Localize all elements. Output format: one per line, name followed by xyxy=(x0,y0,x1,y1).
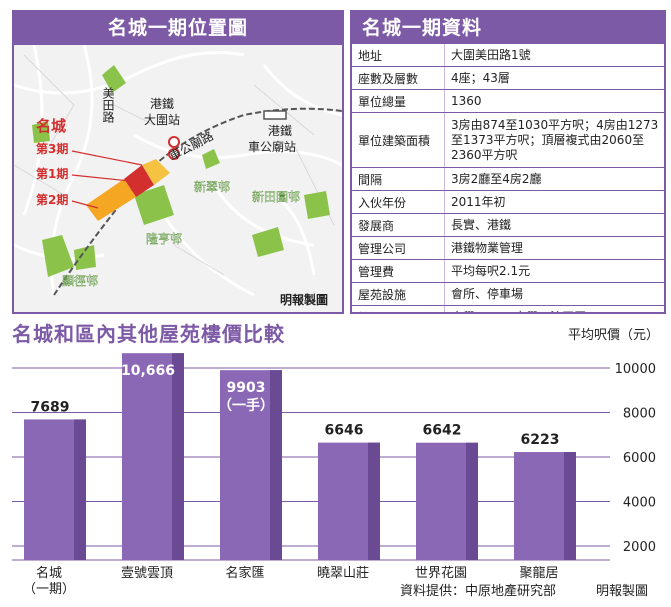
info-table: 地址 大圍美田路1號座數及層數 4座；43層單位總量 1360 單位建築面積 3房由874… xyxy=(352,44,664,313)
y-tick-label: 6000 xyxy=(623,451,656,466)
info-row-label: 單位總量 xyxy=(358,94,407,109)
info-row: 管理費 平均每呎2.1元 xyxy=(352,260,664,283)
info-row-label: 校網 xyxy=(352,306,444,313)
info-row-label: 單位建築面積 xyxy=(358,133,431,148)
bar-shade xyxy=(564,452,576,560)
info-row-value: 1360 xyxy=(444,90,664,112)
price-comparison-chart: 2000 4000 6000 8000 10000 7689 名城 （一期） 10,666 壹號雲… xyxy=(0,318,671,607)
info-row-value: 平均每呎2.1元 xyxy=(444,260,664,282)
phase-leader-lines xyxy=(71,150,143,209)
info-row-value: 會所、停車場 xyxy=(444,283,664,305)
phase3-label: 第3期 xyxy=(36,141,68,156)
chekungmiu-station-label: 港鐵車公廟站 xyxy=(248,123,296,154)
info-row-value: 3房2廳至4房2廳 xyxy=(444,168,664,190)
y-tick-label: 4000 xyxy=(623,496,656,511)
suntin-estate-label: 新田圍邨 xyxy=(252,189,300,204)
category-label: 壹號雲頂 xyxy=(121,566,173,581)
data-label: （一手） xyxy=(218,397,274,414)
category-label: 世界花園 xyxy=(415,565,467,581)
info-row-label: 地址 xyxy=(358,48,383,63)
map-title: 名城一期位置圖 xyxy=(14,12,342,45)
project-info-panel: 名城一期資料 地址 大圍美田路1號 座數及層數 4座；43層 單位總量 1360 單位建築面… xyxy=(350,10,666,314)
phase2-label: 第2期 xyxy=(36,192,68,207)
info-row-value: 港鐵物業管理 xyxy=(444,237,664,259)
phase1-label: 第1期 xyxy=(36,166,68,181)
info-row: 發展商 長實、港鐵 xyxy=(352,214,664,237)
info-row-label: 入伙年份 xyxy=(358,195,407,210)
chekungmiu-station-icon xyxy=(263,110,287,120)
info-row-value: 3房由874至1030平方呎；4房由1273至1373平方呎；頂層複式由2060… xyxy=(444,113,664,167)
data-label: 10,666 xyxy=(121,363,175,379)
y-axis-label: 平均呎價（元） xyxy=(567,328,659,343)
info-row: 單位總量 1360 xyxy=(352,90,664,113)
info-row-value: 小學：88；中學：沙田區 xyxy=(444,306,664,312)
info-row: 座數及層數 4座；43層 xyxy=(352,67,664,90)
info-title: 名城一期資料 xyxy=(352,12,664,44)
data-label: 6223 xyxy=(521,432,560,448)
taiwai-station-label: 港鐵大圍站 xyxy=(144,96,180,127)
info-row: 校網小學：88；中學：沙田區 xyxy=(352,306,664,313)
lungheng-estate-label: 隆亨邨 xyxy=(146,231,182,246)
meitin-road-label: 美田路 xyxy=(101,87,115,124)
shunking-estate-label: 顯徑邨 xyxy=(62,274,98,288)
map-credit: 明報製圖 xyxy=(280,292,328,307)
location-map: 名城 第3期 第1期 第2期 美田路 港鐵大圍站 車公廟路 港鐵車公廟站 新翠邨… xyxy=(14,45,342,307)
phase3-area xyxy=(142,159,170,185)
y-tick-label: 2000 xyxy=(623,540,656,555)
info-row: 管理公司 港鐵物業管理 xyxy=(352,237,664,260)
bar-shade xyxy=(172,353,184,560)
chart-title: 名城和區內其他屋苑樓價比較 xyxy=(12,322,285,346)
bar-shade xyxy=(74,419,86,560)
bar-shade xyxy=(466,442,478,560)
data-label: 6642 xyxy=(423,423,462,439)
map-green-areas xyxy=(32,65,330,277)
info-row-label: 座數及層數 xyxy=(358,71,419,86)
info-row-value: 4座；43層 xyxy=(444,67,664,89)
chart-credit: 明報製圖 xyxy=(596,584,649,599)
taiwai-station-icon xyxy=(168,136,180,148)
taiwai-station-exit-icon xyxy=(168,148,180,160)
info-row-label: 發展商 xyxy=(358,218,395,233)
y-tick-label: 8000 xyxy=(623,407,656,422)
category-label: 聚龍居 xyxy=(519,565,558,581)
data-label: 7689 xyxy=(31,399,70,415)
phase2-area xyxy=(86,179,136,221)
chart-canvas: 2000 4000 6000 8000 10000 7689 名城（一期） 10,666 壹號雲… xyxy=(12,353,656,597)
info-row: 間隔 3房2廳至4房2廳 xyxy=(352,168,664,191)
info-row: 單位建築面積 3房由874至1030平方呎；4房由1273至1373平方呎；頂層複… xyxy=(352,113,664,168)
project-label: 名城 xyxy=(36,117,66,135)
data-label: 6646 xyxy=(325,423,364,439)
source-note: 資料提供：中原地產研究部 xyxy=(400,584,557,599)
info-row-label: 間隔 xyxy=(358,172,383,187)
category-label: 名家匯 xyxy=(225,565,264,581)
info-row-value: 長實、港鐵 xyxy=(444,214,664,236)
bar-shade xyxy=(368,442,380,560)
info-row-value: 2011年初 xyxy=(444,191,664,213)
data-label: 9903 xyxy=(227,380,266,396)
bar-shade xyxy=(270,370,282,560)
sunchui-estate-label: 新翠邨 xyxy=(194,179,230,194)
info-row-value: 大圍美田路1號 xyxy=(444,44,664,66)
category-label: 曉翠山莊 xyxy=(317,566,369,581)
category-label: （一期） xyxy=(23,582,75,597)
phase1-area xyxy=(124,165,154,197)
info-row: 屋苑設施 會所、停車場 xyxy=(352,283,664,306)
info-row: 地址 大圍美田路1號 xyxy=(352,44,664,67)
location-map-panel: 名城一期位置圖 xyxy=(12,10,344,314)
category-label: 名城 xyxy=(36,565,62,581)
info-row-label: 屋苑設施 xyxy=(358,287,407,302)
info-row-label: 管理費 xyxy=(358,264,395,279)
info-row-label: 管理公司 xyxy=(358,241,407,256)
info-row: 入伙年份 2011年初 xyxy=(352,191,664,214)
y-tick-label: 10000 xyxy=(615,362,656,377)
